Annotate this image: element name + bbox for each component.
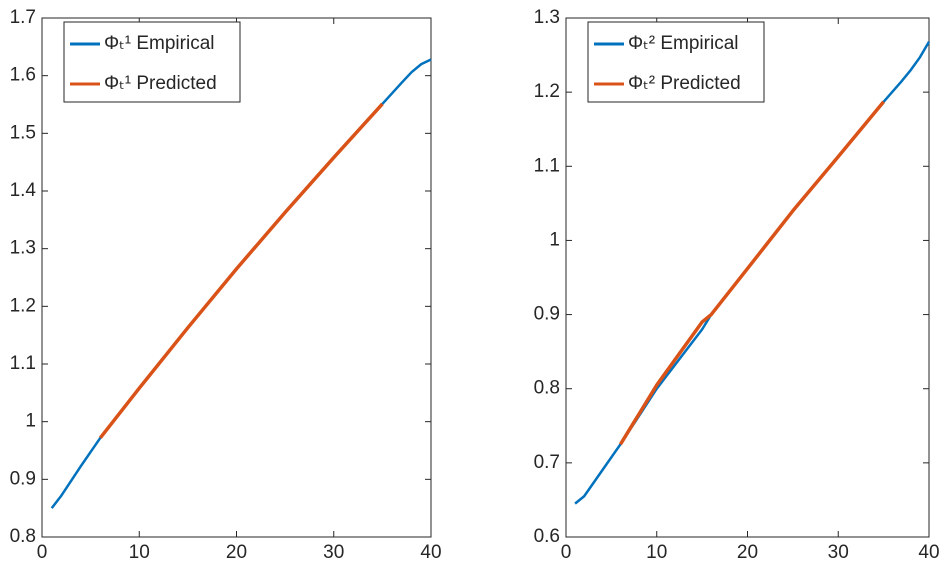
y-tick-label: 1.3 <box>10 238 36 259</box>
y-tick-label: 1.1 <box>534 155 560 176</box>
x-tick-label: 40 <box>918 542 939 563</box>
y-tick-label: 0.7 <box>534 452 560 473</box>
legend-box <box>587 21 765 103</box>
y-tick-label: 1.1 <box>10 353 36 374</box>
x-tick-label: 10 <box>129 542 150 563</box>
series-line <box>98 102 384 439</box>
y-tick-label: 1.2 <box>10 295 36 316</box>
y-tick-label: 1.4 <box>10 180 37 201</box>
x-tick-label: 30 <box>323 542 344 563</box>
y-tick-label: 1.6 <box>10 65 36 86</box>
x-tick-label: 10 <box>646 542 667 563</box>
y-tick-label: 0.6 <box>534 526 560 547</box>
legend-label: Φₜ² Predicted <box>628 73 741 94</box>
x-tick-label: 0 <box>37 542 48 563</box>
x-tick-label: 20 <box>226 542 247 563</box>
x-tick-label: 30 <box>828 542 849 563</box>
legend-label: Φₜ² Empirical <box>628 33 739 54</box>
y-tick-label: 1 <box>25 411 36 432</box>
series-line <box>618 100 885 446</box>
y-tick-label: 1 <box>549 229 560 250</box>
y-tick-label: 1.2 <box>534 81 560 102</box>
y-tick-label: 1.3 <box>534 7 560 28</box>
y-tick-label: 1.5 <box>10 122 36 143</box>
x-tick-label: 40 <box>420 542 441 563</box>
x-tick-label: 0 <box>561 542 572 563</box>
y-tick-label: 0.8 <box>10 526 36 547</box>
y-tick-label: 0.9 <box>534 304 560 325</box>
y-tick-label: 0.8 <box>534 378 560 399</box>
legend-box <box>63 21 241 103</box>
legend-label: Φₜ¹ Empirical <box>104 33 215 54</box>
x-tick-label: 20 <box>737 542 758 563</box>
series-line <box>50 58 432 509</box>
legend-label: Φₜ¹ Predicted <box>104 73 217 94</box>
y-tick-label: 1.7 <box>10 7 36 28</box>
y-tick-label: 0.9 <box>10 468 36 489</box>
